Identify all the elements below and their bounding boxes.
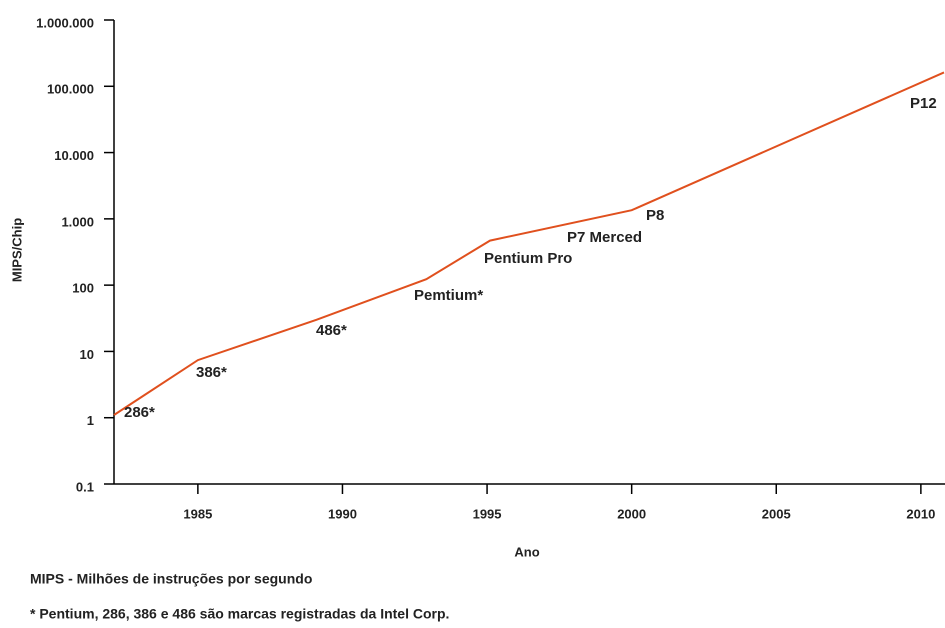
x-tick-label: 2010 [906, 506, 935, 521]
y-tick-label: 100 [72, 281, 94, 296]
y-tick-label: 10.000 [54, 148, 94, 163]
annotation: 486* [316, 322, 347, 339]
y-tick-label: 10 [80, 347, 94, 362]
x-tick-label: 2000 [617, 506, 646, 521]
note: MIPS - Milhões de instruções por segundo [30, 571, 312, 587]
annotation: P8 [646, 207, 664, 224]
data-line [113, 71, 945, 416]
annotation: Pemtium* [414, 287, 483, 304]
annotation: 386* [196, 364, 227, 381]
y-tick-label: 1.000 [61, 214, 94, 229]
annotation: 286* [124, 404, 155, 421]
y-tick-label: 1.000.000 [36, 15, 94, 30]
x-tick-label: 2005 [762, 506, 791, 521]
note: * Pentium, 286, 386 e 486 são marcas reg… [30, 606, 449, 622]
annotation: Pentium Pro [484, 250, 572, 267]
y-tick-label: 100.000 [47, 82, 94, 97]
y-tick-label: 1 [87, 413, 94, 428]
x-tick-label: 1995 [473, 506, 502, 521]
annotation: P12 [910, 95, 937, 112]
x-tick-label: 1985 [183, 506, 212, 521]
x-tick-label: 1990 [328, 506, 357, 521]
annotation: P7 Merced [567, 229, 642, 246]
x-axis-title: Ano [514, 544, 539, 559]
y-tick-label: 0.1 [76, 479, 94, 494]
y-axis-title: MIPS/Chip [9, 218, 24, 282]
